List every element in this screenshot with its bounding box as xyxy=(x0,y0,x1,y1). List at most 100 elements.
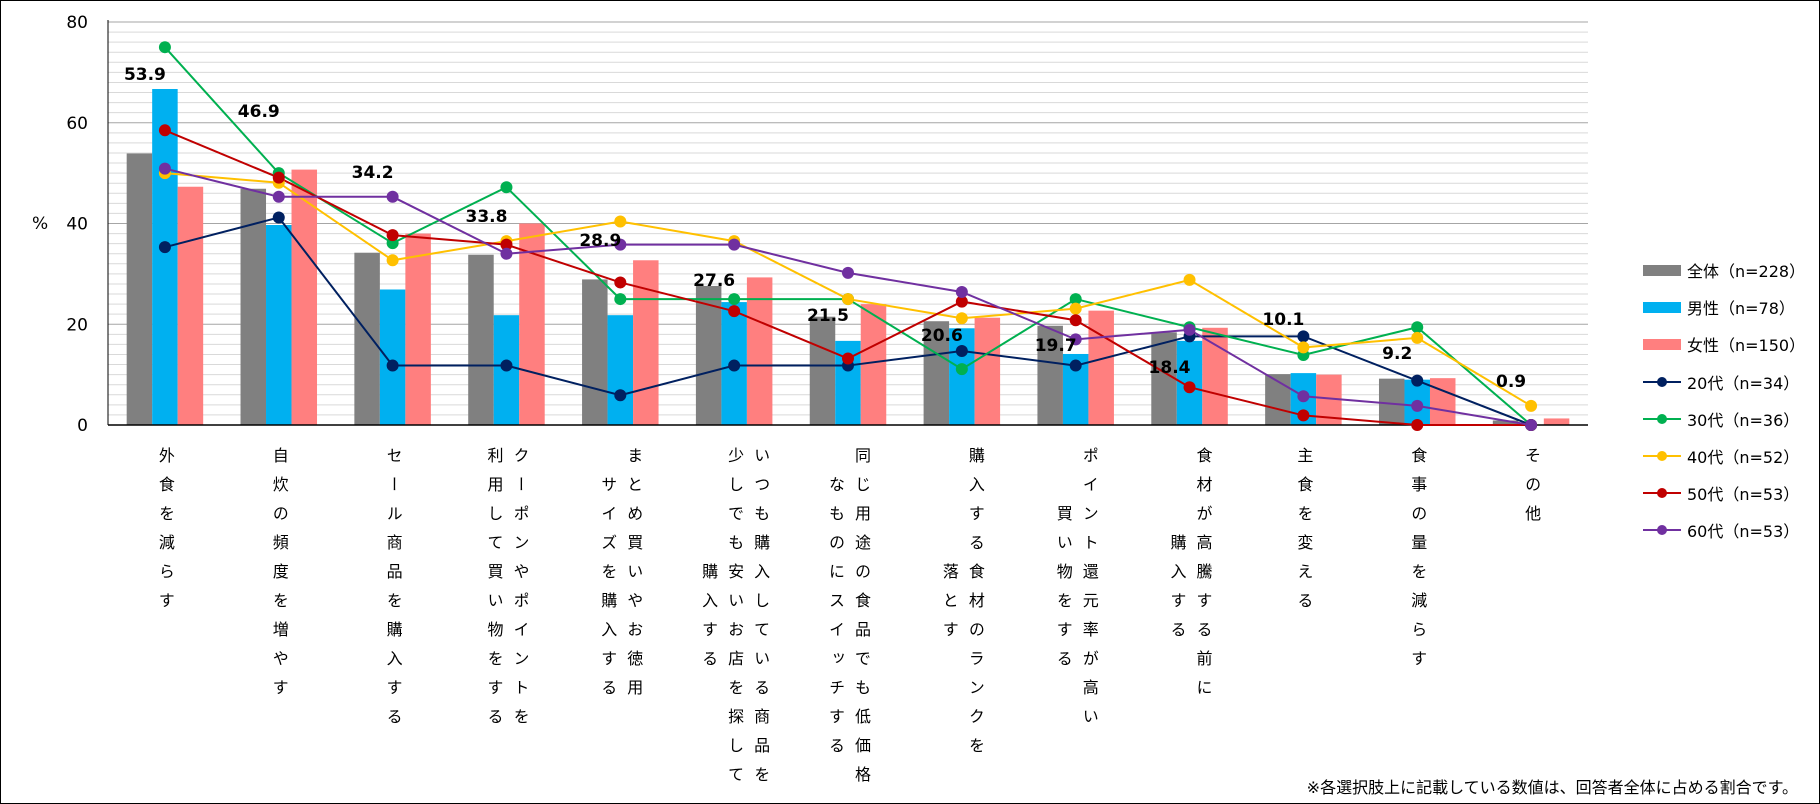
x-category-label: 食材が高騰する前に 購入する xyxy=(1166,447,1214,708)
x-category-line: サイズを購入する xyxy=(598,476,618,708)
data-label: 34.2 xyxy=(352,163,394,183)
marker-4-0 xyxy=(158,162,171,175)
legend-line-swatch xyxy=(1643,413,1681,424)
legend-line-swatch xyxy=(1643,451,1681,461)
x-category-label: 外食を減らす xyxy=(154,447,176,621)
bar-2-1 xyxy=(291,169,318,425)
x-category-line: クーポンやポイントを xyxy=(510,447,530,737)
y-axis-label: % xyxy=(32,214,49,234)
legend-line-swatch xyxy=(1643,488,1681,499)
legend-item: 20代（n=34） xyxy=(1643,367,1799,397)
x-category-label: 同じ用途の食品でも低価格 なものにスイッチする xyxy=(824,447,872,795)
bar-1-1 xyxy=(266,225,292,425)
marker-2-12 xyxy=(1525,399,1538,412)
legend-bar-swatch xyxy=(1643,265,1681,276)
legend-item: 60代（n=53） xyxy=(1643,515,1799,545)
marker-0-11 xyxy=(1411,374,1424,387)
marker-3-8 xyxy=(1069,314,1082,327)
x-category-line: 食事の量を減らす xyxy=(1408,447,1428,679)
legend-label: 40代（n=52） xyxy=(1687,448,1800,467)
bar-0-7 xyxy=(923,321,950,425)
x-category-label: その他 xyxy=(1520,447,1542,534)
marker-3-1 xyxy=(272,171,285,184)
data-label: 10.1 xyxy=(1262,310,1304,330)
bar-2-8 xyxy=(1088,310,1114,425)
marker-1-11 xyxy=(1411,321,1424,334)
marker-2-11 xyxy=(1411,331,1424,344)
marker-4-8 xyxy=(1069,333,1082,346)
data-label: 53.9 xyxy=(124,65,166,85)
bar-0-0 xyxy=(126,153,153,425)
x-category-line: いつも購入している商品を xyxy=(751,447,771,795)
x-category-line: 外食を減らす xyxy=(155,447,175,621)
x-category-line: 食材が高騰する前に xyxy=(1193,447,1213,708)
legend-line-swatch xyxy=(1643,376,1681,387)
marker-4-7 xyxy=(955,286,968,299)
x-category-label: 購入する食材のランクを 落とす xyxy=(938,447,986,766)
marker-2-8 xyxy=(1069,302,1082,315)
marker-4-6 xyxy=(842,266,854,279)
x-category-line: ポイント還元率が高い xyxy=(1079,447,1099,737)
bar-2-4 xyxy=(633,260,659,425)
bar-2-12 xyxy=(1543,418,1570,425)
x-category-label: 自炊の頻度を増やす xyxy=(268,447,290,708)
marker-2-6 xyxy=(842,293,854,306)
legend-bar-swatch xyxy=(1643,302,1681,314)
x-category-line: セール商品を購入する xyxy=(383,447,403,737)
marker-4-4 xyxy=(614,238,627,251)
legend-item: 30代（n=36） xyxy=(1643,404,1799,434)
legend-item: 50代（n=53） xyxy=(1643,478,1799,508)
y-tick-label: 60 xyxy=(66,114,88,134)
marker-4-5 xyxy=(728,238,741,251)
marker-0-0 xyxy=(158,241,171,254)
marker-4-10 xyxy=(1297,390,1310,403)
marker-1-8 xyxy=(1069,293,1082,306)
bar-2-3 xyxy=(519,223,545,425)
bar-0-10 xyxy=(1265,374,1291,425)
marker-0-4 xyxy=(614,389,627,402)
x-category-line: 購入する xyxy=(699,563,719,679)
marker-1-7 xyxy=(955,363,968,376)
legend-item: 男性（n=78） xyxy=(1643,292,1795,322)
data-label: 28.9 xyxy=(579,231,621,251)
legend-label: 50代（n=53） xyxy=(1687,485,1800,505)
legend-item: 40代（n=52） xyxy=(1643,441,1799,471)
marker-2-9 xyxy=(1183,273,1196,286)
marker-2-10 xyxy=(1297,341,1310,354)
x-category-line: なものにスイッチする xyxy=(826,476,845,766)
marker-1-4 xyxy=(614,293,627,306)
x-category-line: まとめ買いやお徳用 xyxy=(624,447,644,708)
marker-0-10 xyxy=(1297,330,1310,343)
bar-0-12 xyxy=(1492,420,1519,425)
marker-3-6 xyxy=(842,352,854,365)
legend-bar-swatch xyxy=(1643,339,1681,351)
x-category-label: 食事の量を減らす xyxy=(1406,447,1428,679)
x-category-line: 主食を変える xyxy=(1294,447,1314,621)
data-label: 33.8 xyxy=(465,207,507,227)
footnote: ※各選択肢上に記載している数値は、回答者全体に占める割合です。 xyxy=(1306,778,1798,797)
bar-2-6 xyxy=(860,304,887,425)
bar-0-9 xyxy=(1151,332,1177,425)
x-category-line: その他 xyxy=(1522,447,1542,534)
bar-0-1 xyxy=(240,188,267,425)
legend-item: 全体（n=228） xyxy=(1643,255,1805,285)
marker-4-2 xyxy=(386,190,399,203)
marker-0-7 xyxy=(955,344,968,357)
x-category-line: 落とす xyxy=(939,563,959,650)
x-category-line: 自炊の頻度を増やす xyxy=(269,447,289,708)
bar-0-3 xyxy=(468,254,494,425)
bar-1-7 xyxy=(949,328,975,425)
marker-3-3 xyxy=(500,238,513,251)
marker-4-3 xyxy=(500,247,513,260)
bar-0-2 xyxy=(354,252,380,425)
marker-3-4 xyxy=(614,276,627,289)
bar-1-4 xyxy=(607,315,634,425)
legend-label: 男性（n=78） xyxy=(1687,299,1795,319)
marker-0-1 xyxy=(272,211,285,224)
marker-3-2 xyxy=(386,229,399,242)
bar-0-8 xyxy=(1037,325,1063,425)
legend-label: 60代（n=53） xyxy=(1687,522,1800,542)
legend-item: 女性（n=150） xyxy=(1643,329,1805,359)
marker-3-9 xyxy=(1183,381,1196,394)
bar-2-9 xyxy=(1202,327,1228,425)
